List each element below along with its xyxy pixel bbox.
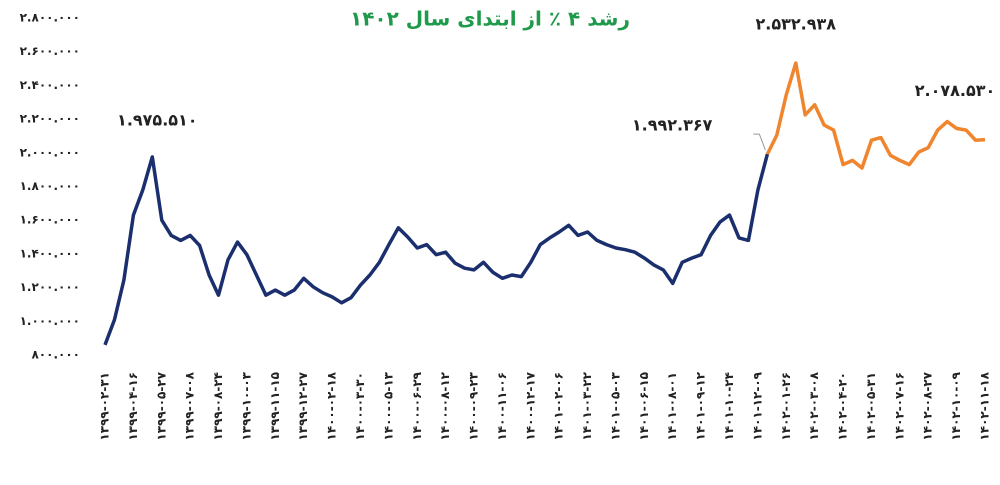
x-tick-label: ۱۴۰۲-۰۱-۲۶ (779, 372, 793, 441)
x-tick-label: ۱۴۰۲-۰۴-۲۰ (836, 372, 850, 441)
x-tick-label: ۱۳۹۹-۰۴-۱۶ (126, 372, 140, 441)
x-tick-label: ۱۴۰۱-۰۹-۱۲ (694, 371, 708, 440)
x-tick-label: ۱۴۰۰-۰۵-۱۳ (381, 371, 395, 440)
y-tick-label: ۸۰۰.۰۰۰ (31, 348, 80, 362)
x-tick-label: ۱۴۰۱-۰۶-۱۵ (637, 372, 651, 441)
y-tick-label: ۱.۰۰۰.۰۰۰ (20, 314, 80, 328)
y-tick-label: ۲.۲۰۰.۰۰۰ (20, 112, 80, 126)
y-tick-label: ۲.۸۰۰.۰۰۰ (20, 11, 80, 25)
x-tick-label: ۱۳۹۹-۱۰-۰۳ (239, 371, 253, 440)
x-tick-label: ۱۴۰۱-۱۰-۲۴ (722, 372, 736, 441)
y-tick-label: ۲.۶۰۰.۰۰۰ (20, 44, 80, 58)
x-tick-label: ۱۳۹۹-۰۵-۲۷ (154, 371, 168, 440)
x-tick-label: ۱۴۰۰-۰۹-۲۳ (467, 371, 481, 440)
y-tick-label: ۲.۴۰۰.۰۰۰ (20, 78, 80, 92)
x-tick-label: ۱۴۰۰-۰۸-۱۲ (438, 371, 452, 440)
x-tick-label: ۱۴۰۰-۰۳-۳۰ (353, 372, 367, 441)
x-tick-label: ۱۳۹۹-۰۷-۰۸ (183, 371, 197, 440)
chart-title: رشد ۴ ٪ از ابتدای سال ۱۴۰۲ (350, 7, 630, 31)
x-tick-label: ۱۴۰۱-۰۵-۰۳ (608, 371, 622, 440)
x-tick-label: ۱۳۹۹-۱۱-۱۵ (268, 372, 282, 441)
x-tick-label: ۱۴۰۲-۱۰-۰۹ (949, 371, 963, 440)
x-tick-label: ۱۴۰۰-۰۲-۱۸ (325, 371, 339, 440)
y-tick-label: ۱.۴۰۰.۰۰۰ (20, 246, 80, 260)
x-tick-label: ۱۴۰۱-۰۳-۲۲ (580, 371, 594, 440)
value-label: ۱.۹۹۲.۳۶۷ (632, 116, 713, 135)
value-label: ۱.۹۷۵.۵۱۰ (117, 110, 198, 129)
x-tick-label: ۱۴۰۱-۱۲-۰۹ (750, 371, 764, 440)
y-tick-label: ۲.۰۰۰.۰۰۰ (20, 145, 80, 159)
line-series (765, 61, 986, 170)
y-tick-label: ۱.۲۰۰.۰۰۰ (20, 280, 80, 294)
value-label: ۲.۰۷۸.۵۳۰ (915, 81, 996, 100)
x-tick-label: ۱۴۰۰-۱۱-۰۶ (495, 372, 509, 441)
x-tick-label: ۱۳۹۹-۰۲-۳۱ (98, 372, 112, 441)
x-tick-label: ۱۴۰۲-۰۸-۲۷ (921, 371, 935, 440)
line-series (103, 153, 770, 346)
x-tick-label: ۱۳۹۹-۰۸-۲۴ (211, 372, 225, 441)
x-tick-label: ۱۴۰۲-۰۷-۱۶ (892, 372, 906, 441)
leader-line (753, 133, 766, 151)
y-tick-label: ۱.۸۰۰.۰۰۰ (20, 179, 80, 193)
x-tick-label: ۱۴۰۲-۰۵-۳۱ (864, 372, 878, 441)
x-tick-label: ۱۴۰۰-۰۶-۲۹ (410, 371, 424, 440)
x-tick-label: ۱۴۰۱-۰۸-۰۱ (665, 372, 679, 441)
y-tick-label: ۱.۶۰۰.۰۰۰ (20, 213, 80, 227)
x-tick-label: ۱۴۰۰-۱۲-۱۷ (523, 371, 537, 440)
x-tick-label: ۱۴۰۲-۰۳-۰۸ (807, 371, 821, 440)
x-tick-label: ۱۳۹۹-۱۲-۲۷ (296, 371, 310, 440)
value-label: ۲.۵۳۲.۹۳۸ (755, 14, 836, 33)
x-tick-label: ۱۴۰۲-۱۱-۱۸ (978, 371, 992, 440)
x-tick-label: ۱۴۰۱-۰۲-۰۶ (552, 372, 566, 441)
